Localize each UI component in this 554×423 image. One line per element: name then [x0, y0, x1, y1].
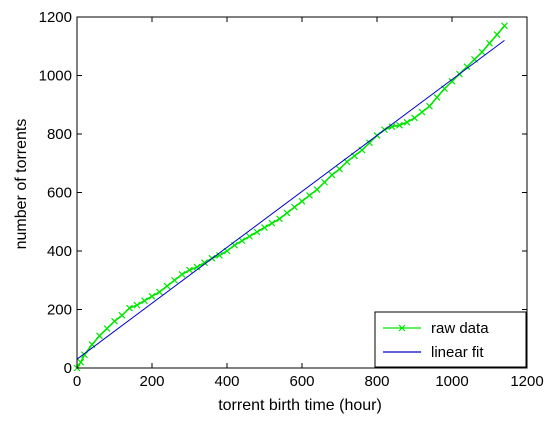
data-point-marker: [328, 171, 336, 179]
data-point-marker: [306, 192, 313, 199]
data-point-marker: [426, 102, 433, 110]
y-tick-label: 1200: [39, 9, 72, 26]
data-point-marker: [156, 288, 163, 296]
legend-box: [374, 311, 527, 368]
series-layer: [73, 22, 508, 372]
data-point-marker: [193, 263, 201, 271]
data-point-marker: [171, 276, 178, 284]
x-tick-label: 400: [214, 373, 239, 390]
series-line: [76, 39, 505, 360]
data-point-marker: [291, 203, 298, 211]
data-point-marker: [403, 118, 411, 126]
data-point-marker: [77, 358, 85, 366]
x-axis-label: torrent birth time (hour): [218, 397, 382, 414]
data-point-marker: [448, 77, 456, 85]
y-tick-label: 1000: [39, 68, 72, 85]
x-tick-label: 0: [73, 373, 81, 390]
data-point-marker: [238, 237, 246, 245]
x-tick-label: 1200: [510, 373, 543, 390]
data-point-marker: [433, 94, 441, 101]
data-point-marker: [493, 31, 501, 38]
data-point-marker: [253, 228, 261, 236]
data-point-marker: [418, 108, 426, 116]
data-point-marker: [478, 48, 486, 56]
data-point-marker: [201, 259, 208, 267]
data-point-marker: [133, 301, 141, 309]
data-point-marker: [463, 63, 471, 71]
x-tick-label: 200: [139, 373, 164, 390]
data-point-marker: [186, 266, 193, 274]
data-point-marker: [388, 123, 396, 131]
x-tick-label: 600: [289, 373, 314, 390]
data-point-marker: [321, 178, 328, 186]
legend-item-raw-data: raw data: [383, 320, 489, 337]
data-point-marker: [216, 251, 223, 259]
y-tick-label: 800: [47, 126, 72, 143]
data-point-marker: [486, 39, 493, 47]
y-axis-label: number of torrents: [13, 119, 30, 250]
data-point-marker: [111, 317, 118, 325]
legend-item-linear-fit: linear fit: [383, 344, 484, 361]
legend: raw data linear fit: [374, 311, 527, 368]
data-point-marker: [141, 297, 148, 305]
series-linear-fit: [76, 39, 505, 360]
data-point-marker: [148, 292, 156, 300]
data-point-marker: [96, 332, 103, 340]
data-point-marker: [283, 209, 291, 217]
y-tick-label: 0: [64, 360, 72, 377]
plot-background: [77, 17, 527, 368]
data-point-marker: [501, 22, 508, 30]
data-point-marker: [313, 186, 321, 193]
data-point-marker: [411, 114, 418, 122]
data-point-marker: [163, 282, 171, 290]
x-tick-label: 1000: [435, 373, 468, 390]
data-point-marker: [366, 139, 373, 147]
data-point-marker: [126, 304, 133, 312]
legend-label: linear fit: [431, 344, 484, 361]
x-tick-label: 800: [364, 373, 389, 390]
data-point-marker: [268, 219, 276, 227]
data-point-marker: [396, 121, 403, 129]
data-point-marker: [298, 197, 306, 205]
data-point-marker: [246, 232, 253, 240]
data-point-marker: [276, 215, 283, 223]
data-point-marker: [81, 351, 88, 359]
data-point-marker: [178, 270, 186, 278]
legend-label: raw data: [431, 320, 489, 337]
plot-area: [77, 17, 527, 368]
data-point-marker: [336, 165, 343, 173]
y-tick-label: 400: [47, 243, 72, 260]
data-point-marker: [118, 311, 126, 319]
series-raw-data: [73, 22, 508, 372]
legend-marker: [398, 324, 406, 332]
data-point-marker: [261, 224, 268, 232]
data-point-marker: [103, 325, 111, 332]
y-tick-label: 200: [47, 302, 72, 319]
y-tick-label: 600: [47, 185, 72, 202]
